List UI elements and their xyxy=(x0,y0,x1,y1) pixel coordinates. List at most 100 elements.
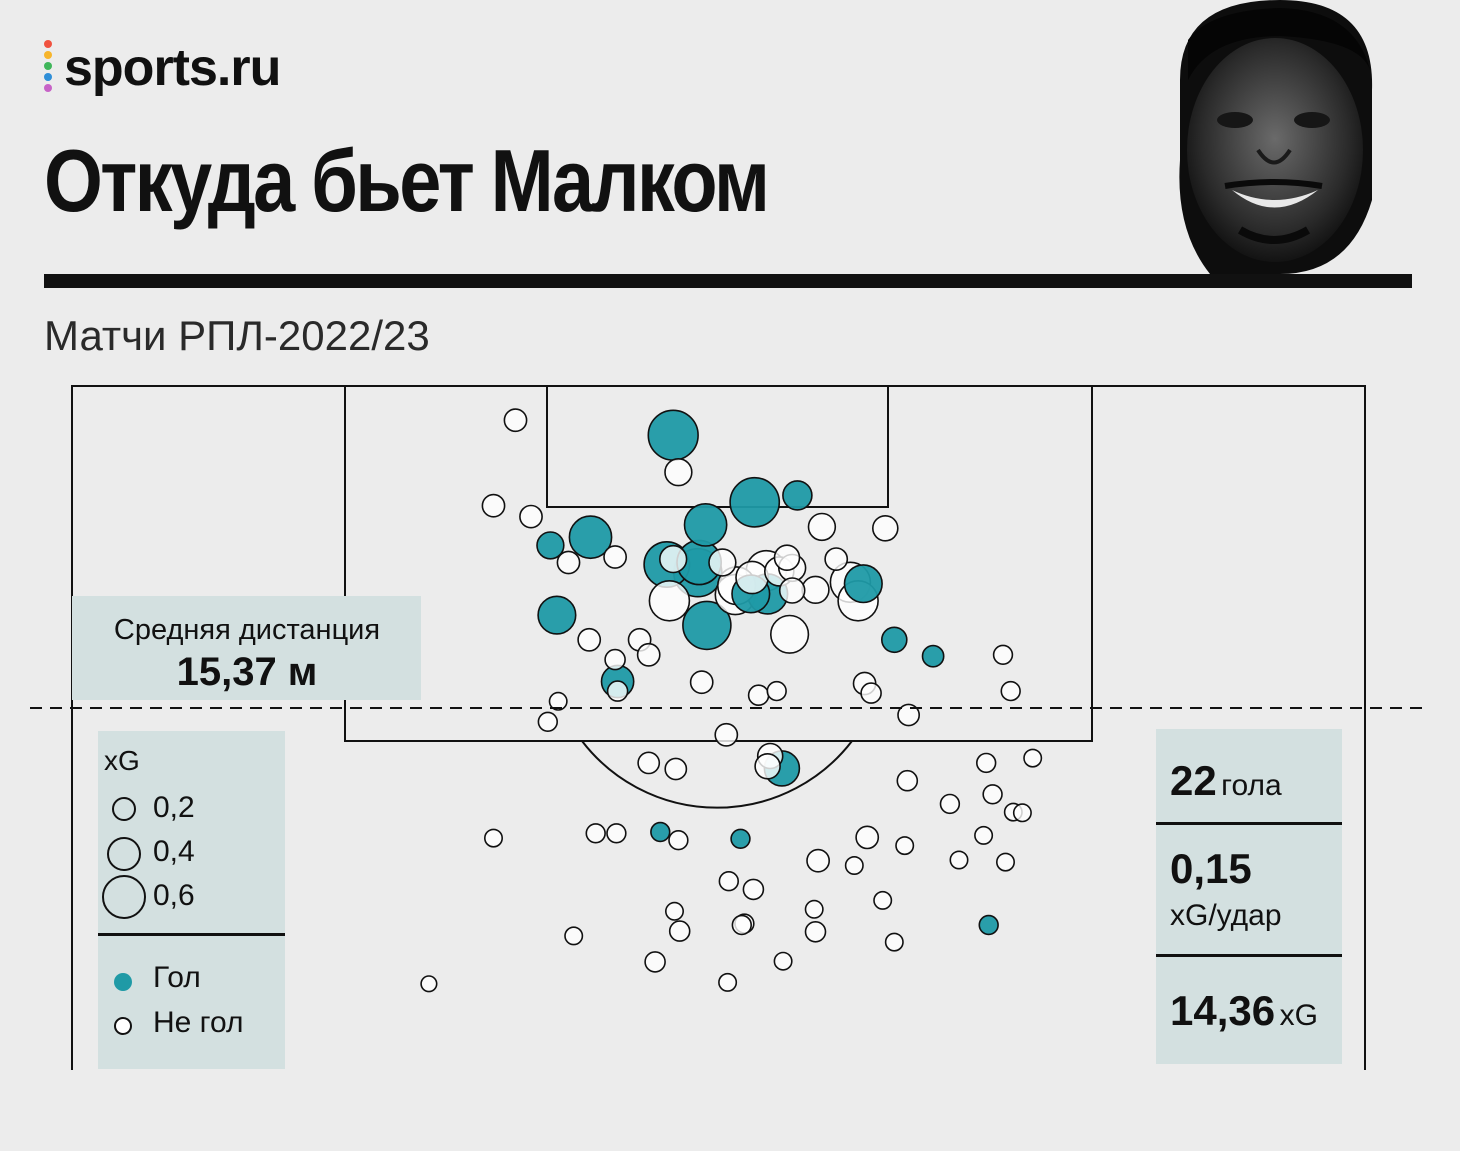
shot-miss xyxy=(603,545,628,569)
shot-miss xyxy=(975,752,997,774)
shot-miss xyxy=(519,504,543,529)
shot-miss xyxy=(773,544,801,572)
legend-size-label: 0,6 xyxy=(153,879,195,912)
page-subtitle: Матчи РПЛ-2022/23 xyxy=(44,312,430,359)
shot-goal xyxy=(647,409,699,461)
shot-goal xyxy=(682,600,732,651)
shot-goal xyxy=(843,564,883,604)
penalty-arc xyxy=(581,740,853,809)
shot-miss xyxy=(895,836,915,856)
shots-layer xyxy=(420,408,1043,993)
legend-size-row: 0,2 xyxy=(98,789,285,833)
shot-miss xyxy=(731,914,752,936)
shot-miss xyxy=(668,829,689,851)
logo-dots-icon xyxy=(44,40,54,95)
shot-miss xyxy=(754,752,781,780)
logo-dot xyxy=(44,84,52,92)
miss-marker-icon xyxy=(114,1017,132,1035)
goal-marker-icon xyxy=(114,973,132,991)
shot-miss xyxy=(718,870,739,892)
brand-name: sports.ru xyxy=(64,39,281,97)
shot-miss xyxy=(873,890,893,910)
shot-miss xyxy=(747,684,770,707)
shot-miss xyxy=(844,855,864,875)
xg-per-shot-stat: 0,15 xG/удар xyxy=(1156,825,1342,954)
shot-miss xyxy=(949,850,969,870)
shot-goal xyxy=(978,914,999,936)
shot-goal xyxy=(650,821,671,843)
average-distance-label: Средняя дистанция xyxy=(113,614,381,646)
shot-goal xyxy=(729,476,781,528)
shot-miss xyxy=(481,493,506,518)
shot-miss xyxy=(974,825,994,845)
legend-title: xG xyxy=(104,745,140,776)
shot-miss xyxy=(804,899,824,919)
logo-dot xyxy=(44,73,52,81)
legend: xG 0,2 0,4 0,6 Гол Не гол xyxy=(98,731,285,1069)
total-xg-value: 14,36 xyxy=(1170,987,1276,1034)
shot-miss xyxy=(636,642,661,667)
goals-value: 22 xyxy=(1170,757,1217,804)
shot-miss xyxy=(860,682,882,704)
shot-miss xyxy=(806,848,831,873)
shot-goal xyxy=(730,828,751,849)
shot-miss xyxy=(606,680,629,702)
shot-miss xyxy=(658,544,688,574)
legend-miss-row: Не гол xyxy=(98,1004,285,1048)
shot-miss xyxy=(804,920,827,943)
shot-miss xyxy=(708,548,737,577)
legend-size-circle-icon xyxy=(112,797,136,821)
shot-miss xyxy=(1000,680,1021,702)
goals-stat: 22 гола xyxy=(1156,729,1342,822)
shot-miss xyxy=(718,972,738,992)
goal-area xyxy=(546,386,889,508)
shot-goal xyxy=(921,644,945,668)
shot-miss xyxy=(548,691,568,711)
title-rule xyxy=(44,274,1412,288)
shot-miss xyxy=(807,512,837,542)
shot-miss xyxy=(939,793,961,815)
xg-per-shot-value: 0,15 xyxy=(1170,845,1252,892)
shot-miss xyxy=(577,627,602,652)
shot-miss xyxy=(644,951,666,973)
shot-miss xyxy=(897,703,921,727)
shot-goal xyxy=(880,626,908,654)
shot-miss xyxy=(766,680,787,702)
shot-miss xyxy=(689,670,714,695)
page-title: Откуда бьет Малком xyxy=(44,131,770,230)
shot-miss xyxy=(1023,748,1043,768)
shot-goal xyxy=(782,480,813,511)
shot-miss xyxy=(982,784,1003,805)
shot-miss xyxy=(556,550,581,575)
legend-size-row: 0,4 xyxy=(98,833,285,877)
shot-miss xyxy=(992,644,1014,665)
legend-size-circle-icon xyxy=(107,837,141,871)
average-distance-box: Средняя дистанция 15,37 м xyxy=(72,596,421,700)
shot-miss xyxy=(606,823,627,844)
shot-goal xyxy=(537,595,577,635)
shot-miss xyxy=(896,769,919,792)
average-distance-value: 15,37 м xyxy=(176,650,318,694)
shot-miss xyxy=(648,579,691,622)
shot-goal xyxy=(536,531,565,560)
player-portrait xyxy=(1179,0,1373,274)
shot-miss xyxy=(537,711,558,732)
stat-divider xyxy=(1156,822,1342,825)
shot-miss xyxy=(769,614,810,654)
logo-dot xyxy=(44,62,52,70)
total-xg-stat: 14,36 xG xyxy=(1156,957,1342,1064)
xg-per-shot-unit: xG/удар xyxy=(1170,899,1282,932)
shot-miss xyxy=(664,901,684,921)
legend-goal-row: Гол xyxy=(98,959,285,1003)
legend-size-circle-icon xyxy=(102,875,146,919)
shot-miss xyxy=(884,932,904,952)
legend-size-label: 0,2 xyxy=(153,791,195,824)
shot-miss xyxy=(585,823,606,844)
total-xg-unit: xG xyxy=(1279,999,1318,1032)
shot-miss xyxy=(801,575,830,604)
legend-goal-label: Гол xyxy=(153,961,201,994)
shot-miss xyxy=(855,825,880,850)
shot-miss xyxy=(871,514,899,542)
shot-miss xyxy=(668,920,691,942)
